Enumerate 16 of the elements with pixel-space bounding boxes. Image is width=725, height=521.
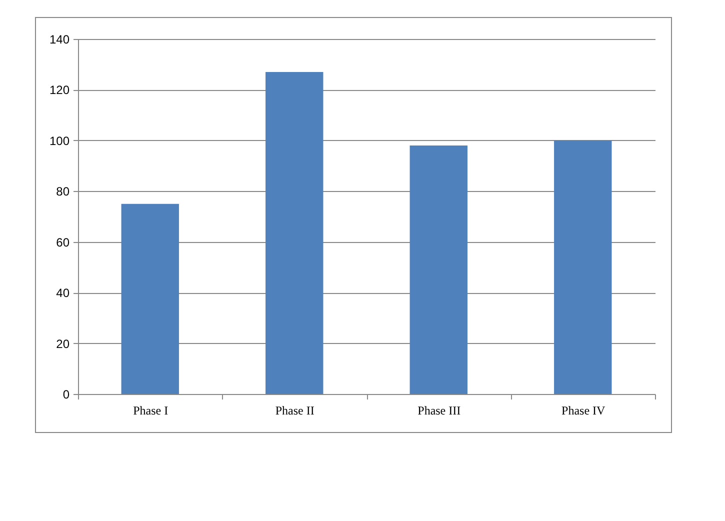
bar bbox=[410, 146, 468, 394]
y-tick-label: 60 bbox=[56, 235, 70, 250]
y-tick-label: 0 bbox=[62, 388, 70, 402]
y-tick-label: 140 bbox=[49, 32, 70, 46]
x-tick-label: Phase I bbox=[133, 404, 168, 418]
y-tick-label: 80 bbox=[56, 184, 70, 199]
bar bbox=[266, 72, 324, 394]
y-tick-label: 100 bbox=[49, 134, 70, 148]
bar bbox=[121, 204, 179, 394]
y-tick-label: 20 bbox=[56, 336, 70, 351]
x-tick-label: Phase IV bbox=[562, 404, 606, 418]
bar bbox=[554, 140, 612, 394]
y-tick-label: 120 bbox=[49, 83, 70, 98]
x-tick-label: Phase II bbox=[275, 404, 314, 418]
x-tick-label: Phase III bbox=[418, 404, 461, 418]
y-tick-label: 40 bbox=[56, 286, 70, 300]
